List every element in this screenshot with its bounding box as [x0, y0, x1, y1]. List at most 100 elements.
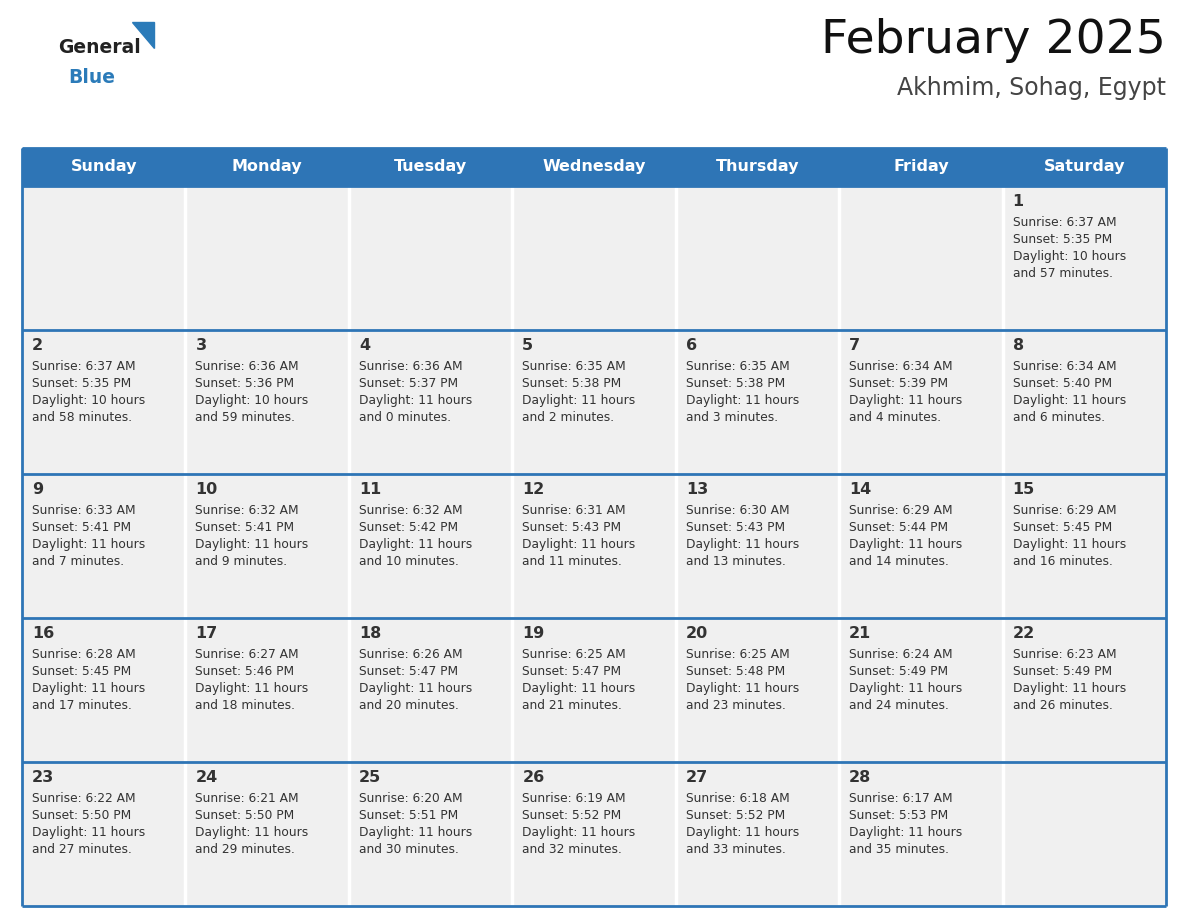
Bar — [349, 474, 512, 618]
Text: 12: 12 — [523, 482, 544, 497]
Text: Sunrise: 6:32 AM: Sunrise: 6:32 AM — [359, 504, 462, 517]
Text: Daylight: 10 hours: Daylight: 10 hours — [32, 394, 145, 407]
Text: Sunset: 5:44 PM: Sunset: 5:44 PM — [849, 521, 948, 534]
Text: Daylight: 11 hours: Daylight: 11 hours — [849, 538, 962, 551]
Text: Sunrise: 6:32 AM: Sunrise: 6:32 AM — [196, 504, 299, 517]
Text: Sunrise: 6:28 AM: Sunrise: 6:28 AM — [32, 648, 135, 661]
Text: Friday: Friday — [893, 160, 949, 174]
Text: Sunrise: 6:29 AM: Sunrise: 6:29 AM — [1012, 504, 1117, 517]
Text: Daylight: 11 hours: Daylight: 11 hours — [32, 538, 145, 551]
Text: Sunrise: 6:25 AM: Sunrise: 6:25 AM — [523, 648, 626, 661]
Text: and 14 minutes.: and 14 minutes. — [849, 555, 949, 568]
Text: 25: 25 — [359, 770, 381, 785]
Text: Monday: Monday — [232, 160, 303, 174]
Text: 8: 8 — [1012, 338, 1024, 353]
Text: Sunrise: 6:34 AM: Sunrise: 6:34 AM — [849, 360, 953, 373]
Text: and 0 minutes.: and 0 minutes. — [359, 411, 451, 424]
Text: Sunset: 5:40 PM: Sunset: 5:40 PM — [1012, 377, 1112, 390]
Text: Sunrise: 6:33 AM: Sunrise: 6:33 AM — [32, 504, 135, 517]
Text: and 13 minutes.: and 13 minutes. — [685, 555, 785, 568]
Text: 18: 18 — [359, 626, 381, 641]
Text: Sunset: 5:49 PM: Sunset: 5:49 PM — [849, 665, 948, 678]
Text: Sunrise: 6:30 AM: Sunrise: 6:30 AM — [685, 504, 789, 517]
Text: 22: 22 — [1012, 626, 1035, 641]
Text: and 23 minutes.: and 23 minutes. — [685, 699, 785, 712]
Text: Daylight: 11 hours: Daylight: 11 hours — [359, 394, 472, 407]
Text: Sunset: 5:41 PM: Sunset: 5:41 PM — [196, 521, 295, 534]
Text: 4: 4 — [359, 338, 369, 353]
Bar — [23, 762, 185, 906]
Text: 2: 2 — [32, 338, 43, 353]
Text: 5: 5 — [523, 338, 533, 353]
Text: and 18 minutes.: and 18 minutes. — [196, 699, 296, 712]
Text: and 24 minutes.: and 24 minutes. — [849, 699, 949, 712]
Text: Sunrise: 6:36 AM: Sunrise: 6:36 AM — [196, 360, 299, 373]
Bar — [512, 330, 676, 474]
Text: Akhmim, Sohag, Egypt: Akhmim, Sohag, Egypt — [897, 76, 1165, 100]
Text: 17: 17 — [196, 626, 217, 641]
Text: 28: 28 — [849, 770, 871, 785]
Text: Sunset: 5:39 PM: Sunset: 5:39 PM — [849, 377, 948, 390]
Bar — [1003, 186, 1165, 330]
Text: Sunset: 5:50 PM: Sunset: 5:50 PM — [196, 809, 295, 822]
Text: Sunrise: 6:35 AM: Sunrise: 6:35 AM — [523, 360, 626, 373]
Text: Daylight: 11 hours: Daylight: 11 hours — [1012, 538, 1126, 551]
Text: and 58 minutes.: and 58 minutes. — [32, 411, 132, 424]
Text: Daylight: 11 hours: Daylight: 11 hours — [849, 826, 962, 839]
Text: February 2025: February 2025 — [821, 18, 1165, 63]
Text: Sunrise: 6:18 AM: Sunrise: 6:18 AM — [685, 792, 790, 805]
Text: 19: 19 — [523, 626, 544, 641]
Text: 20: 20 — [685, 626, 708, 641]
Bar — [349, 618, 512, 762]
Text: and 26 minutes.: and 26 minutes. — [1012, 699, 1112, 712]
Bar — [676, 330, 839, 474]
Text: and 6 minutes.: and 6 minutes. — [1012, 411, 1105, 424]
Text: Sunset: 5:41 PM: Sunset: 5:41 PM — [32, 521, 131, 534]
Bar — [185, 618, 349, 762]
Text: 27: 27 — [685, 770, 708, 785]
Text: Sunset: 5:43 PM: Sunset: 5:43 PM — [685, 521, 785, 534]
Text: Daylight: 11 hours: Daylight: 11 hours — [359, 538, 472, 551]
Text: and 35 minutes.: and 35 minutes. — [849, 843, 949, 856]
Text: and 20 minutes.: and 20 minutes. — [359, 699, 459, 712]
Text: Daylight: 11 hours: Daylight: 11 hours — [359, 826, 472, 839]
Text: 3: 3 — [196, 338, 207, 353]
Text: Sunrise: 6:24 AM: Sunrise: 6:24 AM — [849, 648, 953, 661]
Text: and 16 minutes.: and 16 minutes. — [1012, 555, 1112, 568]
Text: Sunrise: 6:29 AM: Sunrise: 6:29 AM — [849, 504, 953, 517]
Text: Daylight: 11 hours: Daylight: 11 hours — [196, 682, 309, 695]
Bar — [839, 474, 1003, 618]
Text: 6: 6 — [685, 338, 697, 353]
Text: Sunset: 5:35 PM: Sunset: 5:35 PM — [32, 377, 131, 390]
Text: Saturday: Saturday — [1043, 160, 1125, 174]
Text: Sunrise: 6:27 AM: Sunrise: 6:27 AM — [196, 648, 299, 661]
Text: Daylight: 10 hours: Daylight: 10 hours — [196, 394, 309, 407]
Text: Sunset: 5:45 PM: Sunset: 5:45 PM — [1012, 521, 1112, 534]
Text: 21: 21 — [849, 626, 871, 641]
Text: and 7 minutes.: and 7 minutes. — [32, 555, 124, 568]
Bar — [1003, 618, 1165, 762]
Bar — [839, 186, 1003, 330]
Text: 1: 1 — [1012, 194, 1024, 209]
Bar — [349, 762, 512, 906]
Bar — [839, 330, 1003, 474]
Text: General: General — [58, 38, 140, 57]
Text: Blue: Blue — [68, 68, 115, 87]
Text: 16: 16 — [32, 626, 55, 641]
Bar — [512, 186, 676, 330]
Text: Sunset: 5:45 PM: Sunset: 5:45 PM — [32, 665, 131, 678]
Text: Daylight: 11 hours: Daylight: 11 hours — [1012, 682, 1126, 695]
Text: Sunrise: 6:37 AM: Sunrise: 6:37 AM — [1012, 216, 1117, 229]
Text: Sunset: 5:52 PM: Sunset: 5:52 PM — [523, 809, 621, 822]
Text: Sunset: 5:47 PM: Sunset: 5:47 PM — [359, 665, 459, 678]
Text: and 30 minutes.: and 30 minutes. — [359, 843, 459, 856]
Text: Sunset: 5:49 PM: Sunset: 5:49 PM — [1012, 665, 1112, 678]
Text: and 9 minutes.: and 9 minutes. — [196, 555, 287, 568]
Text: Sunrise: 6:23 AM: Sunrise: 6:23 AM — [1012, 648, 1117, 661]
Text: 24: 24 — [196, 770, 217, 785]
Text: Sunrise: 6:20 AM: Sunrise: 6:20 AM — [359, 792, 462, 805]
Bar — [1003, 762, 1165, 906]
Bar — [185, 330, 349, 474]
Text: Daylight: 11 hours: Daylight: 11 hours — [685, 826, 800, 839]
Text: and 29 minutes.: and 29 minutes. — [196, 843, 296, 856]
